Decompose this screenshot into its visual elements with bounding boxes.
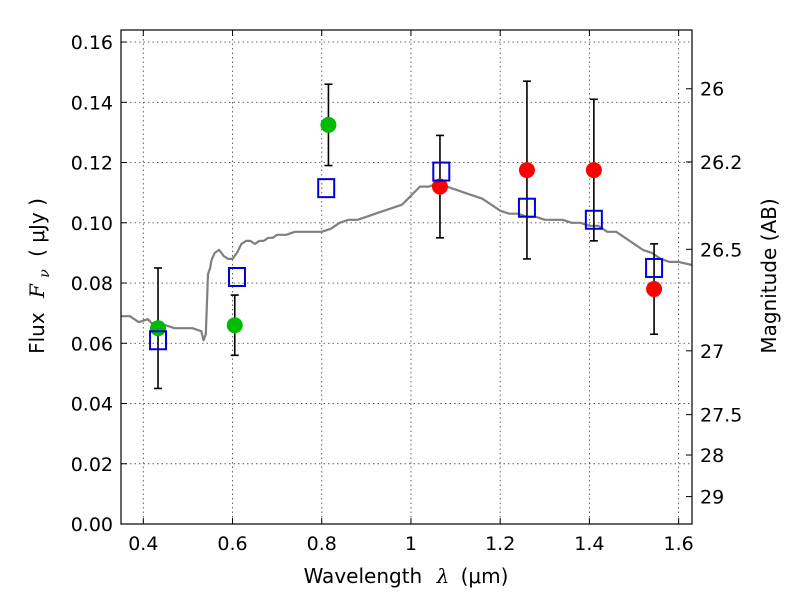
model-square [584,209,603,230]
error-bars [154,80,659,390]
grid-lines [121,30,692,525]
green-data-point [150,320,167,337]
y-tick-label: 0.08 [71,273,113,295]
green-data-point [226,317,243,334]
x-axis-label-symbol: λ [436,564,450,588]
y-axis-label-symbol: F [25,283,49,299]
x-tick-label: 1.6 [664,533,694,555]
y-tick-label: 0.06 [71,333,113,355]
x-tick-label: 0.4 [128,533,158,555]
y-tick-label: 0.04 [71,394,113,416]
model-square [149,330,168,351]
model-square [317,178,336,199]
model-square [432,161,451,182]
red-data-point [431,178,448,195]
model-square [227,267,246,287]
x-axis-label-text: Wavelength [304,564,423,588]
y2-tick-label: 29 [700,487,724,509]
y2-tick-label: 26.2 [700,152,742,174]
y-tick-label: 0.14 [71,92,113,114]
x-tick-label: 1.4 [574,533,604,555]
y2-tick-label: 27 [700,341,724,363]
y-tick-label: 0.10 [71,213,113,235]
x-tick-label: 1.2 [485,533,515,555]
model-square [645,257,664,278]
y-axis-label-unit: ( μJy ) [25,198,49,257]
y2-tick-label: 27.5 [700,405,742,427]
y-tick-label: 0.16 [71,32,113,54]
red-data-point [646,281,663,298]
y2-axis-label: Magnitude (AB) [757,198,781,353]
x-tick-label: 0.6 [217,533,247,555]
data-points [149,116,664,351]
y-tick-label: 0.00 [71,514,113,536]
y2-tick-label: 28 [700,445,724,467]
y2-tick-label: 26 [700,79,724,101]
green-data-point [320,116,337,133]
y2-tick-label: 26.5 [700,239,742,261]
y-tick-label: 0.02 [71,454,113,476]
sed-model-layer [121,182,693,342]
x-axis-label-unit: (μm) [461,564,509,588]
y-axis-label: Flux F ν ( μJy ) [25,198,54,354]
y-axis-label-subscript: ν [37,269,53,278]
y-tick-label: 0.12 [71,153,113,175]
sed-model-line [121,182,693,342]
x-tick-label: 0.8 [307,533,337,555]
y-axis-label-text: Flux [25,312,49,354]
plot-frame [120,29,693,525]
model-square [517,197,536,218]
red-data-point [585,162,602,179]
x-tick-label: 1 [405,533,417,555]
axis-ticks: 0.4 0.6 0.8 1 1.2 1.4 1.6 0.00 0.02 0.04 0.06 0.08 0… [71,30,742,555]
red-data-point [518,162,535,179]
x-axis-label: Wavelength λ (μm) [304,564,509,588]
